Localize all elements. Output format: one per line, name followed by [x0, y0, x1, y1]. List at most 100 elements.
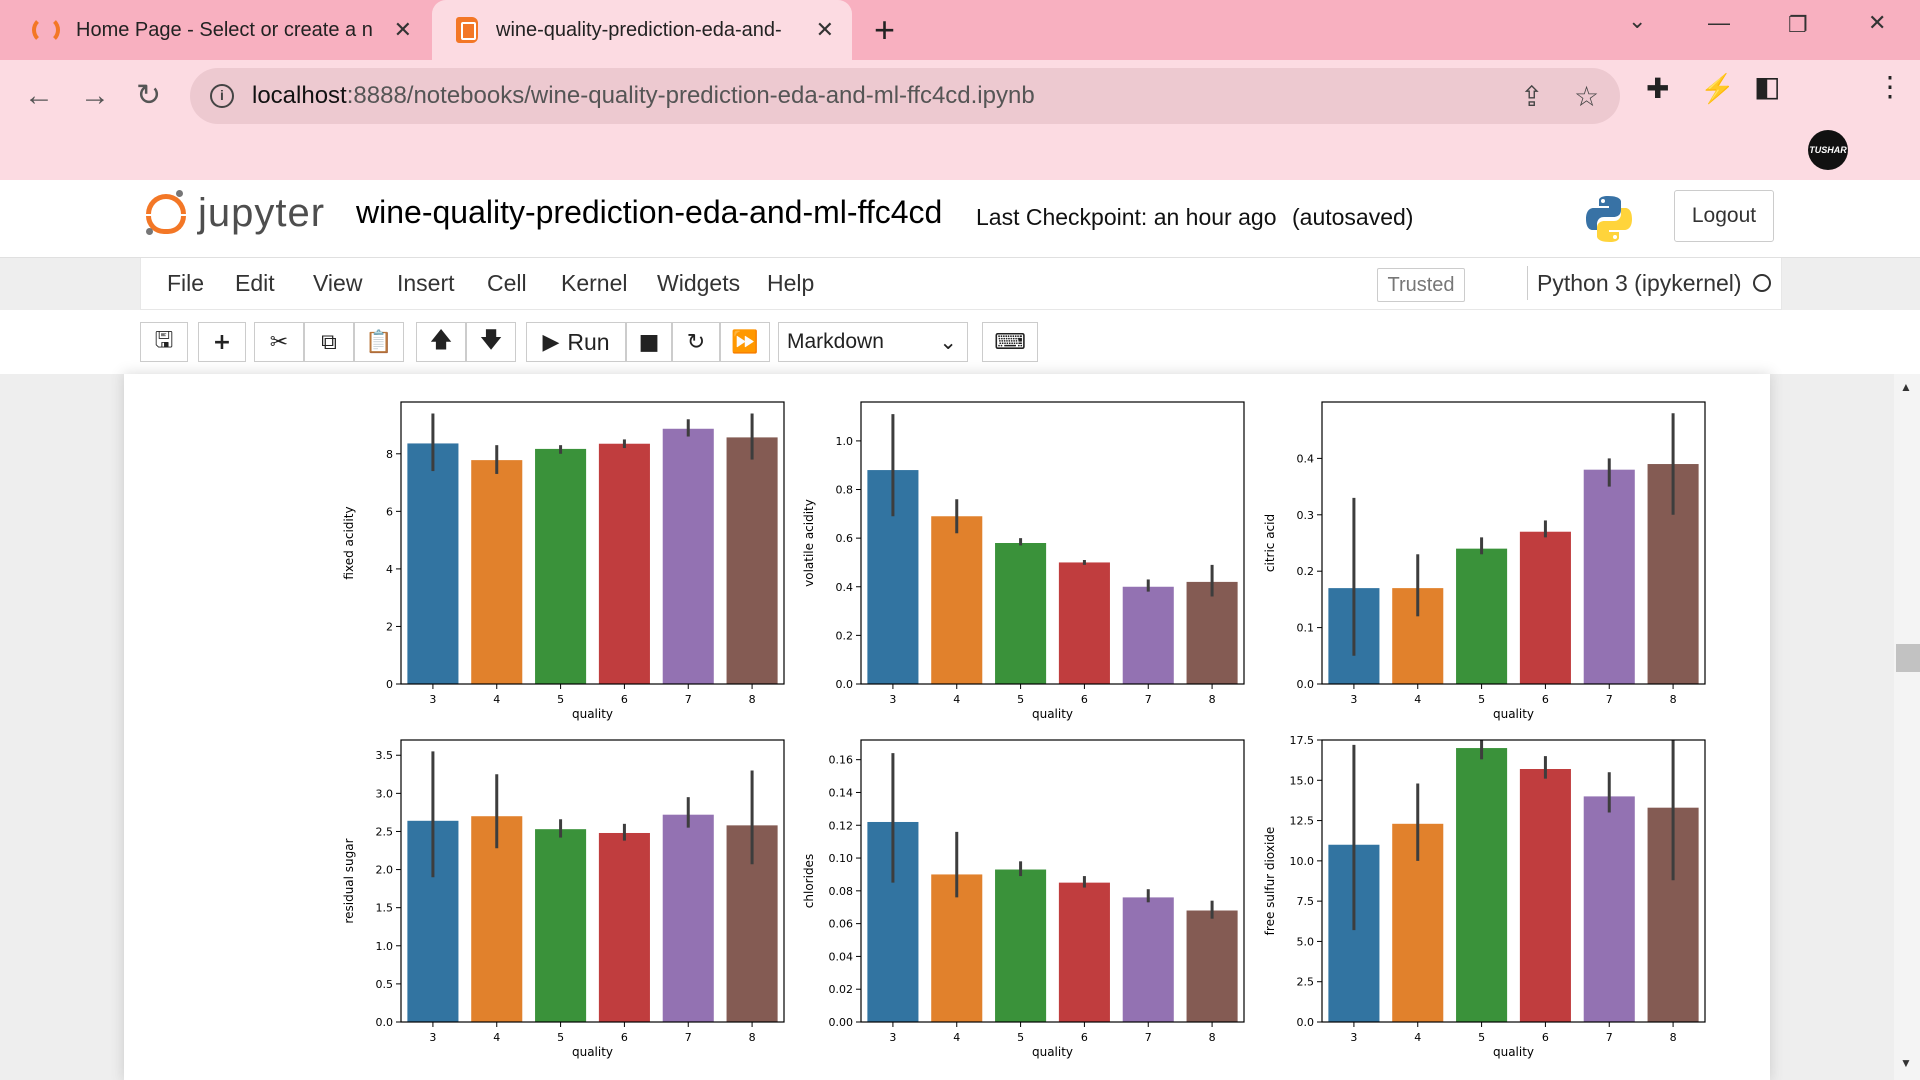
x-tick-label: 3 [429, 693, 436, 706]
minimize-icon[interactable]: — [1708, 10, 1730, 35]
paste-button[interactable]: 📋 [354, 322, 404, 362]
interrupt-button[interactable]: ■ [626, 322, 672, 362]
side-panel-icon[interactable]: ◧ [1754, 71, 1781, 102]
x-axis-label: quality [572, 707, 613, 721]
new-tab-icon[interactable]: + [874, 9, 896, 50]
close-icon[interactable]: ✕ [815, 17, 834, 42]
command-palette-button[interactable]: ⌨ [982, 322, 1038, 362]
axes-frame [860, 401, 1245, 685]
menu-view[interactable]: View [313, 270, 363, 296]
x-tick-label: 5 [1017, 1031, 1024, 1044]
bar-quality-7 [662, 428, 714, 684]
back-icon[interactable]: ← [24, 79, 54, 112]
profile-avatar[interactable]: TUSHAR [1808, 130, 1848, 170]
bar-quality-8 [1186, 581, 1238, 684]
y-tick-label: 0.2 [1297, 565, 1315, 578]
save-button[interactable]: 🖫 [140, 322, 188, 362]
close-icon[interactable]: ✕ [393, 17, 412, 42]
notebook-favicon-icon [456, 17, 478, 43]
x-tick-label: 5 [557, 693, 564, 706]
scroll-down-icon[interactable]: ▼ [1900, 1056, 1912, 1070]
x-tick-label: 6 [1542, 693, 1549, 706]
bar-quality-4 [471, 460, 523, 684]
y-tick-label: 1.0 [836, 435, 854, 448]
bar-quality-5 [995, 543, 1047, 684]
x-axis-label: quality [1032, 707, 1073, 721]
jupyter-logo[interactable]: jupyter [146, 190, 325, 236]
y-tick-label: 0.3 [1297, 509, 1315, 522]
bar-quality-7 [1122, 897, 1174, 1022]
cut-button[interactable]: ✂ [254, 322, 304, 362]
y-tick-label: 3.0 [376, 787, 394, 800]
bar-quality-5 [535, 448, 587, 684]
site-info-icon[interactable]: i [210, 84, 234, 108]
arrow-down-icon: 🡇 [479, 328, 503, 353]
performance-icon[interactable]: ⚡ [1700, 73, 1735, 104]
menu-file[interactable]: File [167, 270, 205, 296]
jupyter-favicon-icon [32, 16, 60, 44]
copy-button[interactable]: ⧉ [304, 322, 354, 362]
window-close-icon[interactable]: ✕ [1868, 10, 1887, 35]
bar-quality-5 [535, 829, 587, 1022]
address-bar[interactable]: i localhost:8888/notebooks/wine-quality-… [190, 68, 1620, 124]
tab-search-chevron-icon[interactable]: ⌄ [1628, 8, 1647, 33]
y-tick-label: 7.5 [1297, 895, 1315, 908]
y-tick-label: 0 [386, 678, 393, 691]
bar-quality-6 [598, 443, 650, 684]
x-tick-label: 4 [953, 693, 960, 706]
x-tick-label: 7 [1145, 693, 1152, 706]
python-logo-icon [1586, 196, 1632, 242]
menu-kernel[interactable]: Kernel [561, 270, 628, 296]
bar-quality-3 [407, 443, 459, 684]
menu-widgets[interactable]: Widgets [657, 270, 741, 296]
menu-edit[interactable]: Edit [235, 270, 275, 296]
y-tick-label: 6 [386, 505, 393, 518]
cell-type-select[interactable]: Markdown ⌄ [778, 322, 968, 362]
x-tick-label: 7 [685, 693, 692, 706]
bar-quality-7 [1122, 586, 1174, 684]
x-tick-label: 5 [1017, 693, 1024, 706]
y-tick-label: 0.8 [836, 484, 854, 497]
x-tick-label: 4 [1414, 693, 1421, 706]
logout-button[interactable]: Logout [1674, 190, 1774, 242]
divider [1527, 266, 1528, 300]
x-tick-label: 3 [889, 693, 896, 706]
notebook-name[interactable]: wine-quality-prediction-eda-and-ml-ffc4c… [356, 194, 943, 230]
restart-button[interactable]: ↻ [672, 322, 720, 362]
browser-tab-notebook[interactable]: wine-quality-prediction-eda-and- ✕ [432, 0, 852, 60]
restore-icon[interactable]: ❐ [1788, 12, 1808, 37]
move-down-button[interactable]: 🡇 [466, 322, 516, 362]
x-axis-label: quality [1032, 1045, 1073, 1059]
scrollbar-thumb[interactable] [1896, 644, 1920, 672]
run-label: Run [567, 328, 610, 355]
x-axis-label: quality [1493, 1045, 1534, 1059]
bar-quality-6 [1058, 882, 1110, 1022]
bookmark-star-icon[interactable]: ☆ [1574, 81, 1600, 112]
menu-insert[interactable]: Insert [397, 270, 455, 296]
y-tick-label: 0.02 [829, 983, 854, 996]
scrollbar[interactable] [1894, 374, 1920, 1080]
menu-help[interactable]: Help [767, 270, 815, 296]
x-tick-label: 4 [953, 1031, 960, 1044]
y-tick-label: 1.5 [376, 902, 394, 915]
insert-cell-button[interactable]: + [198, 322, 246, 362]
y-tick-label: 0.4 [836, 581, 854, 594]
kernel-name[interactable]: Python 3 (ipykernel) [1537, 270, 1742, 296]
restart-run-all-button[interactable]: ⏩ [720, 322, 770, 362]
browser-tab-home[interactable]: Home Page - Select or create a n ✕ [0, 0, 430, 60]
reload-icon[interactable]: ↻ [136, 79, 162, 112]
autosave-status: (autosaved) [1292, 204, 1414, 230]
x-tick-label: 6 [1081, 1031, 1088, 1044]
move-up-button[interactable]: 🡅 [416, 322, 466, 362]
y-tick-label: 0.06 [829, 918, 854, 931]
menu-cell[interactable]: Cell [487, 270, 527, 296]
fast-forward-icon: ⏩ [731, 329, 759, 355]
more-menu-icon[interactable]: ⋮ [1876, 71, 1904, 102]
scroll-up-icon[interactable]: ▲ [1900, 380, 1912, 394]
trusted-indicator[interactable]: Trusted [1377, 268, 1465, 302]
share-icon[interactable]: ⇪ [1520, 81, 1544, 112]
extensions-icon[interactable]: ✚ [1646, 73, 1670, 104]
forward-icon[interactable]: → [80, 79, 110, 112]
run-button[interactable]: ▶ Run [526, 322, 626, 362]
axes-frame [1321, 401, 1706, 685]
